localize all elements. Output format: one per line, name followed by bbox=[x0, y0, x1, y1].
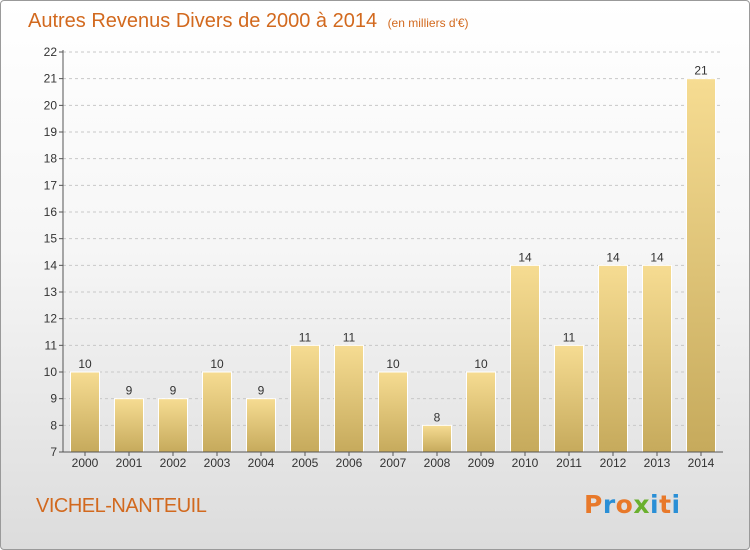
brand-letter: r bbox=[602, 490, 616, 519]
brand-letter: t bbox=[659, 490, 672, 519]
bar bbox=[510, 264, 540, 453]
y-tick-label: 17 bbox=[44, 178, 58, 192]
y-tick-label: 12 bbox=[44, 312, 58, 326]
bar bbox=[290, 344, 320, 453]
x-tick-label: 2001 bbox=[116, 456, 143, 470]
x-tick-label: 2010 bbox=[512, 456, 539, 470]
x-tick-label: 2013 bbox=[644, 456, 671, 470]
x-tick-label: 2004 bbox=[248, 456, 275, 470]
data-label: 21 bbox=[694, 64, 708, 78]
brand-letter: x bbox=[633, 490, 650, 519]
x-tick-label: 2008 bbox=[424, 456, 451, 470]
x-tick-label: 2009 bbox=[468, 456, 495, 470]
labels: 10 9 9 10 9 11 11 10 8 10 14 11 14 14 21 bbox=[78, 64, 708, 425]
data-label: 10 bbox=[474, 357, 488, 371]
y-tick-label: 10 bbox=[44, 365, 58, 379]
x-tick-label: 2007 bbox=[380, 456, 407, 470]
y-tick-label: 7 bbox=[50, 445, 57, 459]
y-tick-label: 19 bbox=[44, 125, 58, 139]
x-tick-label: 2002 bbox=[160, 456, 187, 470]
bar bbox=[114, 398, 144, 453]
data-label: 14 bbox=[518, 250, 532, 264]
bar bbox=[598, 264, 628, 453]
y-tick-label: 18 bbox=[44, 152, 58, 166]
data-label: 10 bbox=[210, 357, 224, 371]
data-label: 14 bbox=[606, 250, 620, 264]
bar bbox=[466, 371, 496, 453]
data-label: 9 bbox=[258, 384, 265, 398]
bars bbox=[70, 78, 716, 453]
x-tick-label: 2012 bbox=[600, 456, 627, 470]
x-tick-label: 2000 bbox=[72, 456, 99, 470]
axes: 7 8 9 10 11 12 13 14 15 16 17 18 19 20 21 22 2000 2001 200… bbox=[44, 45, 723, 470]
bar bbox=[422, 424, 452, 453]
data-label: 14 bbox=[650, 250, 664, 264]
brand-letter: i bbox=[650, 490, 660, 519]
y-tick-label: 16 bbox=[44, 205, 58, 219]
brand-letter: P bbox=[584, 490, 603, 519]
data-label: 9 bbox=[126, 384, 133, 398]
brand-letter: o bbox=[615, 490, 634, 519]
x-tick-label: 2003 bbox=[204, 456, 231, 470]
bar bbox=[554, 344, 584, 453]
y-tick-label: 9 bbox=[50, 392, 57, 406]
data-label: 10 bbox=[78, 357, 92, 371]
x-tick-label: 2005 bbox=[292, 456, 319, 470]
bar bbox=[158, 398, 188, 453]
y-tick-label: 20 bbox=[44, 98, 58, 112]
y-tick-label: 13 bbox=[44, 285, 58, 299]
brand-letter: i bbox=[671, 490, 681, 519]
y-tick-label: 21 bbox=[44, 72, 58, 86]
x-tick-label: 2011 bbox=[556, 456, 582, 470]
chart-title-text: Autres Revenus Divers de 2000 à 2014 bbox=[28, 10, 378, 32]
data-label: 8 bbox=[434, 410, 441, 424]
y-tick-label: 15 bbox=[44, 232, 58, 246]
y-tick-label: 8 bbox=[50, 418, 57, 432]
bar bbox=[378, 371, 408, 453]
data-label: 11 bbox=[299, 330, 312, 344]
x-tick-label: 2006 bbox=[336, 456, 363, 470]
y-tick-label: 11 bbox=[45, 338, 58, 352]
data-label: 11 bbox=[563, 330, 576, 344]
x-tick-label: 2014 bbox=[688, 456, 715, 470]
bar bbox=[202, 371, 232, 453]
y-tick-label: 14 bbox=[44, 258, 58, 272]
proxiti-logo: Proxiti bbox=[584, 490, 681, 519]
bar bbox=[70, 371, 100, 453]
chart-title: Autres Revenus Divers de 2000 à 2014 (en… bbox=[28, 10, 469, 33]
bar bbox=[686, 78, 716, 453]
data-label: 9 bbox=[170, 384, 177, 398]
chart-unit: (en milliers d'€) bbox=[387, 16, 469, 30]
data-label: 10 bbox=[386, 357, 400, 371]
bar bbox=[246, 398, 276, 453]
bar bbox=[334, 344, 364, 453]
data-label: 11 bbox=[343, 330, 356, 344]
bar bbox=[642, 264, 672, 453]
y-tick-label: 22 bbox=[44, 45, 58, 59]
commune-name: VICHEL-NANTEUIL bbox=[36, 495, 207, 517]
